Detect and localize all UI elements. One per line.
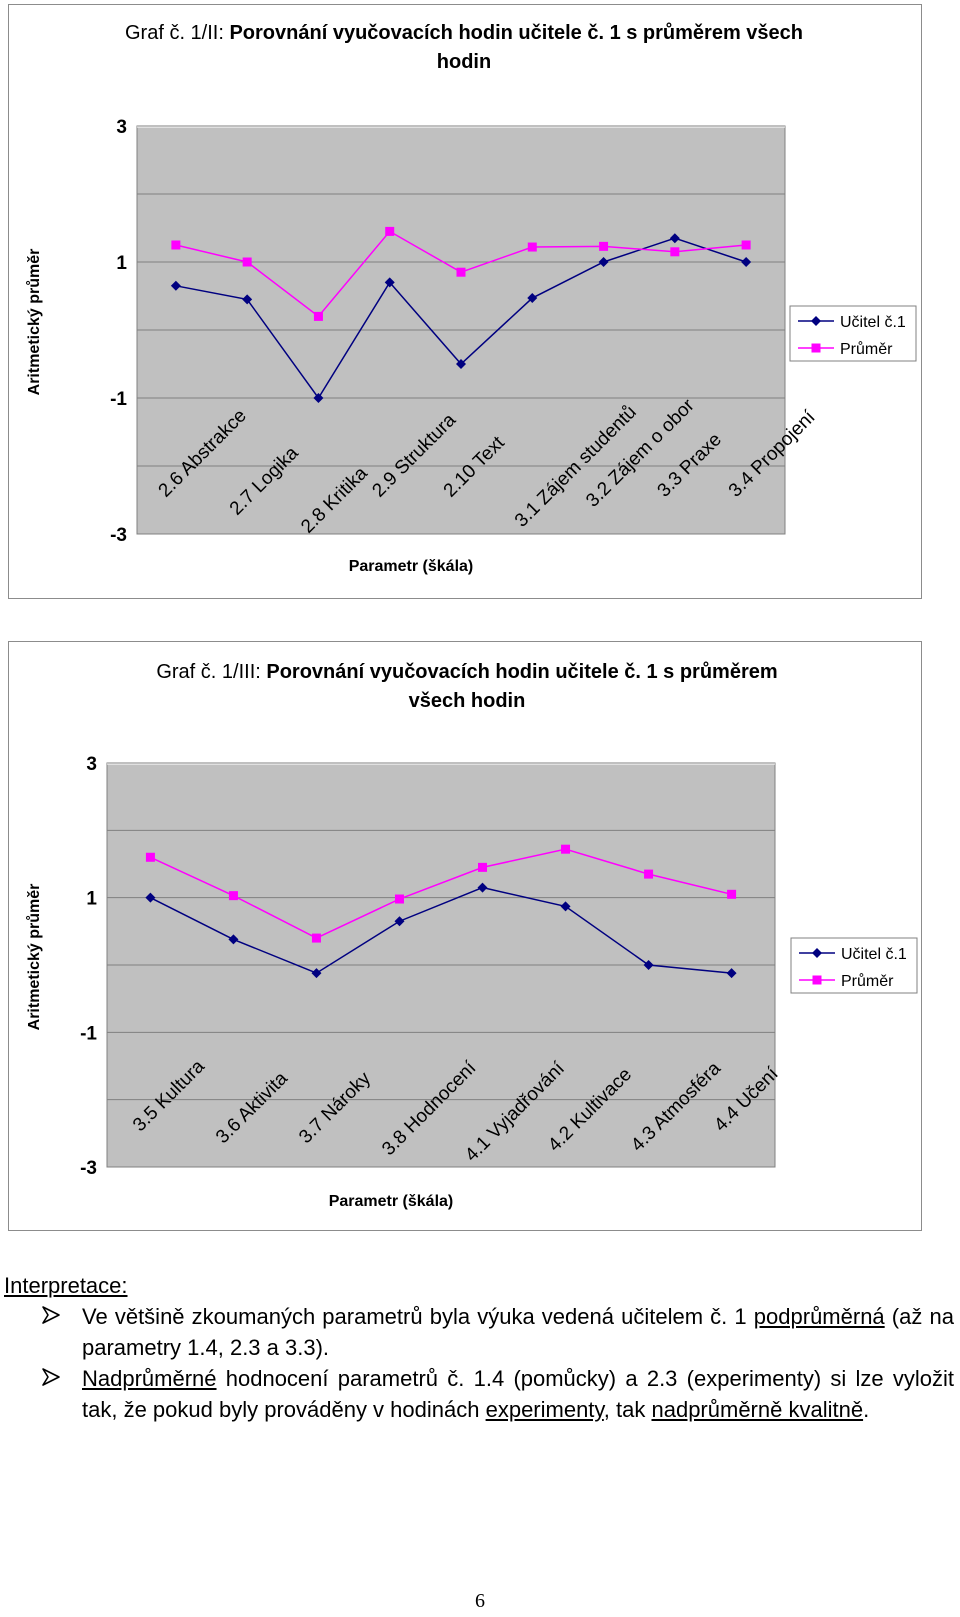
data-point-teacher	[741, 257, 752, 267]
data-point-teacher	[242, 294, 253, 305]
data-point-average	[741, 240, 751, 250]
legend-marker	[811, 316, 821, 326]
y-axis-label: Aritmetický průměr	[26, 249, 43, 396]
data-point-teacher	[726, 968, 737, 979]
chart-title-prefix: Graf č. 1/III:	[156, 661, 266, 683]
legend-marker	[812, 975, 822, 985]
chart-title-main: Porovnání vyučovacích hodin učitele č. 1…	[266, 661, 777, 683]
data-point-average	[456, 267, 466, 277]
y-tick-label: -3	[80, 1158, 97, 1179]
x-axis-label: Parametr (škála)	[329, 1193, 454, 1210]
chart-title-main: Porovnání vyučovacích hodin učitele č. 1…	[229, 22, 803, 44]
chart-2-svg: Graf č. 1/III: Porovnání vyučovacích hod…	[26, 661, 918, 1210]
chart-1-svg: Graf č. 1/II: Porovnání vyučovacích hodi…	[26, 22, 917, 575]
bullet-1-underlined: podprůměrná	[753, 1304, 885, 1329]
data-point-average	[644, 869, 654, 879]
data-point-teacher	[456, 359, 466, 369]
data-point-teacher	[313, 393, 324, 403]
arrowhead-bullet-icon	[42, 1368, 60, 1386]
data-point-average	[727, 889, 737, 899]
y-tick-label: -3	[110, 525, 127, 546]
data-point-average	[527, 242, 537, 252]
data-point-teacher	[598, 257, 609, 267]
data-point-teacher	[384, 277, 395, 288]
bullet-2-text: hodnocení parametrů č. 1.4 (pomůcky) a 2…	[82, 1366, 954, 1422]
data-point-average	[599, 241, 609, 251]
legend-marker	[812, 948, 822, 958]
chart-title-line-2: všech hodin	[409, 690, 526, 712]
bullet-2-underlined-2: experimenty	[485, 1397, 604, 1422]
arrowhead-bullet-icon	[42, 1306, 60, 1324]
data-point-average	[478, 862, 488, 872]
bullet-2-text-mid: , tak	[603, 1397, 652, 1422]
data-point-average	[561, 844, 571, 854]
y-tick-label: 1	[116, 253, 127, 274]
legend-label: Učitel č.1	[841, 946, 907, 963]
data-point-teacher	[560, 901, 571, 912]
page-number: 6	[475, 1590, 485, 1612]
data-point-average	[242, 257, 252, 267]
bullet-2-text-end: .	[863, 1397, 870, 1422]
data-point-teacher	[145, 892, 156, 903]
legend-label: Průměr	[841, 972, 894, 990]
interpretation-heading: Interpretace:	[4, 1273, 128, 1298]
data-point-teacher	[527, 293, 538, 304]
y-tick-label: 1	[86, 889, 97, 910]
data-point-average	[385, 226, 395, 236]
data-point-teacher	[170, 280, 181, 291]
data-point-teacher	[669, 233, 680, 244]
legend-label: Průměr	[840, 340, 893, 358]
y-tick-label: 3	[116, 117, 127, 138]
data-point-average	[311, 933, 321, 943]
data-point-teacher	[311, 968, 322, 979]
data-point-average	[670, 247, 680, 257]
x-axis-label: Parametr (škála)	[349, 558, 474, 575]
data-point-average	[145, 852, 155, 862]
chart-1-frame: Graf č. 1/II: Porovnání vyučovacích hodi…	[8, 4, 922, 599]
interpretation-section: Interpretace: Ve většině zkoumaných para…	[4, 1270, 954, 1425]
data-point-teacher	[228, 934, 239, 945]
chart-2-frame: Graf č. 1/III: Porovnání vyučovacích hod…	[8, 641, 922, 1231]
data-point-average	[228, 891, 238, 901]
chart-title: Graf č. 1/II: Porovnání vyučovacích hodi…	[125, 22, 803, 44]
data-point-average	[313, 311, 323, 321]
interpretation-bullet-1: Ve většině zkoumaných parametrů byla výu…	[4, 1301, 954, 1363]
series-line	[150, 886, 732, 974]
data-point-teacher	[477, 882, 488, 893]
chart-title: Graf č. 1/III: Porovnání vyučovacích hod…	[156, 661, 777, 683]
bullet-1-text-end: (až na parametry 1.4, 2.3 a 3.3).	[82, 1304, 954, 1360]
y-tick-label: 3	[86, 754, 97, 775]
legend-box	[789, 305, 917, 362]
series-line	[150, 848, 732, 939]
legend-marker	[811, 343, 821, 353]
interpretation-bullet-2: Nadprůměrné hodnocení parametrů č. 1.4 (…	[4, 1363, 954, 1425]
chart-title-line-2: hodin	[437, 51, 491, 73]
chart-title-prefix: Graf č. 1/II:	[125, 22, 229, 44]
y-tick-label: -1	[110, 389, 127, 410]
bullet-2-underlined-3: nadprůměrně kvalitně	[651, 1397, 864, 1422]
bullet-2-underlined-1: Nadprůměrné	[82, 1366, 217, 1391]
data-point-average	[394, 894, 404, 904]
data-point-teacher	[394, 916, 405, 927]
data-point-teacher	[643, 960, 654, 970]
legend-label: Učitel č.1	[840, 314, 906, 331]
y-tick-label: -1	[80, 1023, 97, 1044]
y-axis-label: Aritmetický průměr	[26, 884, 43, 1031]
data-point-average	[171, 240, 181, 250]
legend-box	[790, 937, 918, 994]
bullet-1-text: Ve většině zkoumaných parametrů byla výu…	[82, 1304, 747, 1329]
